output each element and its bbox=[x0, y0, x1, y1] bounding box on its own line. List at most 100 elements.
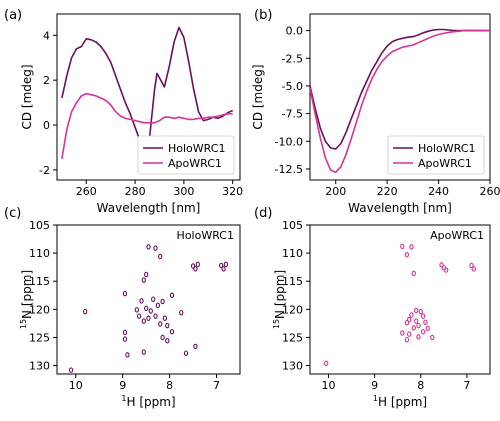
y-axis-label: 15N [ppm] bbox=[19, 270, 34, 329]
x-tick-label: 8 bbox=[417, 379, 424, 392]
nmr-peak bbox=[183, 350, 189, 356]
nmr-peak bbox=[418, 308, 423, 315]
x-axis-label-sup: 1 bbox=[373, 394, 378, 403]
nmr-peak bbox=[153, 245, 158, 251]
nmr-peak bbox=[179, 309, 184, 316]
nmr-peak bbox=[155, 302, 161, 309]
y-tick-label: -7.5 bbox=[282, 108, 303, 121]
x-tick-label: 280 bbox=[125, 185, 146, 198]
nmr-peak bbox=[404, 336, 410, 343]
nmr-peak bbox=[169, 329, 175, 335]
nmr-peak bbox=[400, 330, 405, 336]
series-line-apowrc1 bbox=[310, 29, 490, 174]
x-axis-label: Wavelength [nm] bbox=[97, 201, 201, 215]
inset-label: ApoWRC1 bbox=[430, 229, 484, 242]
legend-label: ApoWRC1 bbox=[418, 157, 472, 170]
x-axis-label: 1H [ppm] bbox=[373, 394, 427, 409]
x-tick-label: 300 bbox=[173, 185, 194, 198]
y-tick-label: 105 bbox=[282, 219, 303, 232]
nmr-peak bbox=[165, 322, 170, 329]
x-tick-label: 220 bbox=[377, 185, 398, 198]
nmr-peak bbox=[430, 334, 435, 341]
y-tick-label: 2 bbox=[43, 74, 50, 87]
nmr-peak bbox=[414, 318, 419, 324]
nmr-peak bbox=[423, 319, 428, 326]
nmr-peak bbox=[146, 244, 151, 250]
nmr-peak bbox=[134, 307, 139, 313]
panel-label: (d) bbox=[254, 206, 272, 221]
x-axis-label: Wavelength [nm] bbox=[348, 201, 452, 215]
nmr-peak bbox=[221, 266, 226, 272]
nmr-peak bbox=[404, 320, 410, 326]
y-tick-label: 0 bbox=[43, 119, 50, 132]
nmr-peak bbox=[148, 308, 153, 314]
y-axis-label-text: N [ppm] bbox=[273, 270, 287, 319]
inset-label: HoloWRC1 bbox=[177, 229, 234, 242]
nmr-peak bbox=[420, 329, 426, 335]
nmr-peak bbox=[125, 352, 130, 358]
nmr-peak bbox=[160, 334, 165, 341]
nmr-peak bbox=[136, 313, 142, 319]
nmr-peak bbox=[139, 298, 144, 304]
nmr-peak bbox=[425, 325, 430, 332]
nmr-peak bbox=[122, 336, 128, 342]
nmr-peak bbox=[158, 253, 163, 260]
panel-label: (c) bbox=[4, 206, 21, 221]
plot-frame bbox=[309, 13, 491, 181]
y-axis-label-sup: 15 bbox=[19, 319, 28, 329]
x-axis-label: 1H [ppm] bbox=[121, 394, 175, 409]
y-axis-label-text: N [ppm] bbox=[20, 270, 34, 319]
nmr-peak bbox=[153, 313, 158, 319]
nmr-peak bbox=[144, 271, 149, 278]
nmr-peak bbox=[420, 313, 426, 319]
y-axis-label: CD [mdeg] bbox=[251, 64, 265, 129]
y-tick-label: 115 bbox=[282, 275, 303, 288]
y-tick-label: -12.5 bbox=[275, 163, 303, 176]
y-tick-label: 120 bbox=[282, 303, 303, 316]
nmr-peak bbox=[141, 277, 146, 283]
x-tick-label: 8 bbox=[166, 379, 173, 392]
panel-a: (a) 260 280 300 320 -2 0 2 4 Wavelength [nm] CD [m… bbox=[4, 8, 243, 215]
y-axis-label: 15N [ppm] bbox=[272, 270, 287, 329]
x-axis-label-text: H [ppm] bbox=[378, 395, 427, 409]
y-axis-label-sup: 15 bbox=[272, 319, 281, 329]
y-tick-label: 120 bbox=[29, 303, 50, 316]
y-tick-label: 125 bbox=[282, 331, 303, 344]
nmr-peak bbox=[411, 270, 416, 277]
y-tick-label: -5.0 bbox=[282, 80, 303, 93]
nmr-peak bbox=[409, 244, 414, 250]
nmr-peak bbox=[165, 338, 170, 344]
nmr-peak bbox=[122, 290, 128, 297]
nmr-peak bbox=[400, 243, 405, 250]
nmr-peak bbox=[223, 261, 229, 268]
legend-box bbox=[387, 135, 485, 175]
plot-frame bbox=[56, 224, 241, 375]
x-tick-label: 260 bbox=[480, 185, 500, 198]
nmr-peak bbox=[195, 261, 200, 268]
nmr-peak bbox=[83, 308, 88, 315]
nmr-peak bbox=[414, 307, 419, 314]
nmr-peak bbox=[409, 312, 414, 318]
x-tick-label: 320 bbox=[222, 185, 243, 198]
y-tick-label: 125 bbox=[29, 331, 50, 344]
y-tick-label: 4 bbox=[43, 29, 50, 42]
nmr-peak bbox=[122, 329, 128, 336]
nmr-peak bbox=[407, 316, 412, 323]
nmr-peak bbox=[439, 262, 444, 268]
x-axis-label-sup: 1 bbox=[121, 394, 126, 403]
y-axis-label: CD [mdeg] bbox=[20, 64, 34, 129]
nmr-peak bbox=[407, 331, 412, 337]
y-tick-label: 0.0 bbox=[286, 25, 304, 38]
x-tick-label: 260 bbox=[76, 185, 97, 198]
x-tick-label: 9 bbox=[119, 379, 126, 392]
nmr-peak bbox=[444, 267, 449, 273]
nmr-peak bbox=[469, 262, 474, 269]
y-tick-label: 130 bbox=[282, 360, 303, 373]
y-tick-label: 110 bbox=[282, 247, 303, 260]
nmr-peak bbox=[416, 322, 421, 329]
nmr-peak bbox=[169, 292, 175, 299]
nmr-peak bbox=[193, 343, 198, 350]
x-axis-label-text: H [ppm] bbox=[126, 395, 175, 409]
